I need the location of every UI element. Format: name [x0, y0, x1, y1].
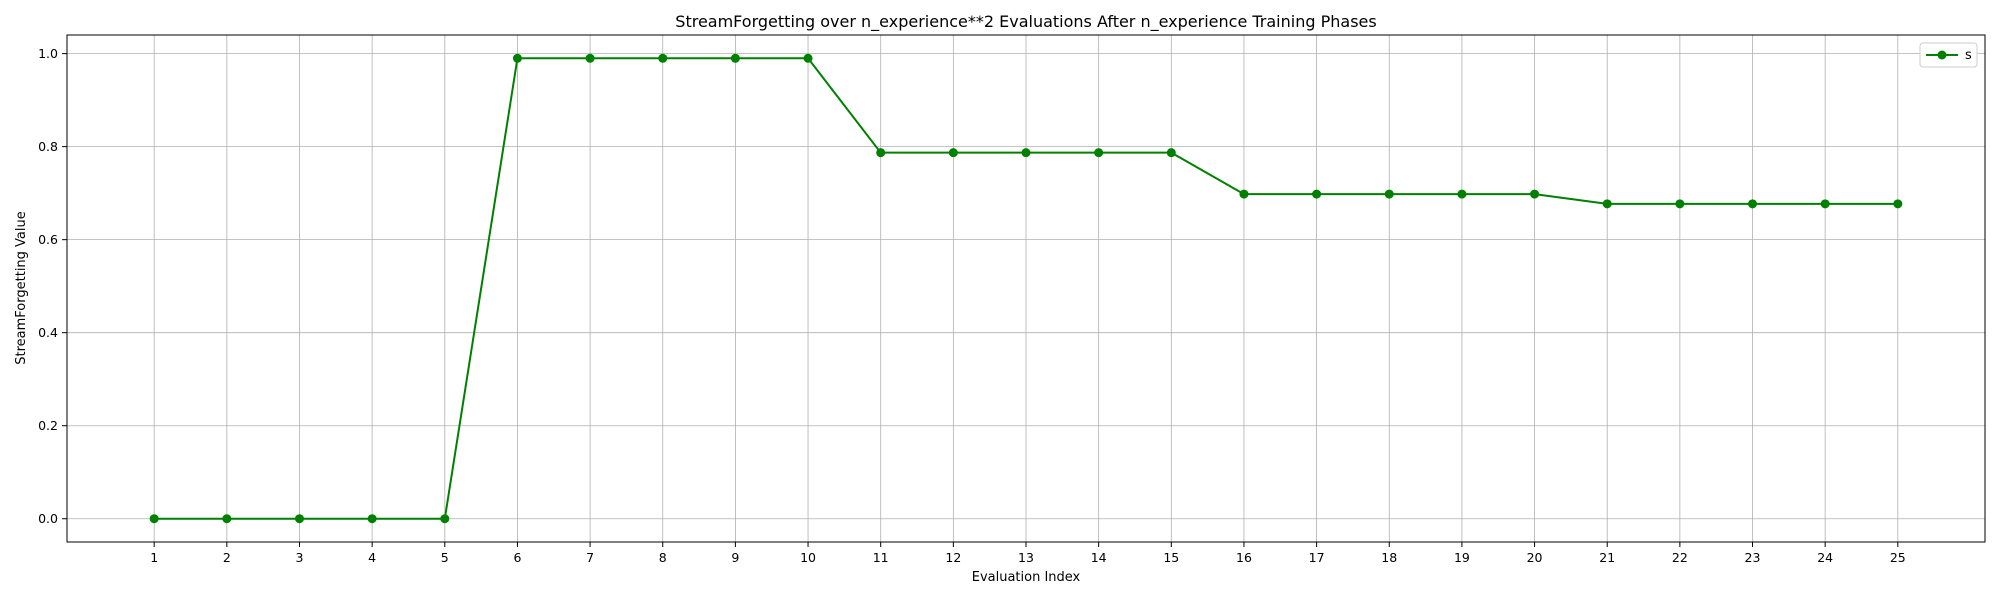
x-tick-label: 15: [1163, 550, 1179, 565]
y-tick-label: 0.2: [38, 418, 58, 433]
data-point: [1312, 189, 1322, 199]
data-point: [1239, 189, 1249, 199]
x-tick-label: 18: [1381, 550, 1397, 565]
x-tick-label: 11: [873, 550, 889, 565]
data-point: [585, 53, 595, 63]
x-tick-label: 22: [1672, 550, 1688, 565]
data-point: [730, 53, 740, 63]
x-tick-label: 6: [513, 550, 521, 565]
data-point: [1457, 189, 1467, 199]
y-axis-label: StreamForgetting Value: [14, 211, 29, 365]
series-layer: [149, 53, 1903, 524]
y-tick-label: 0.4: [38, 325, 58, 340]
data-point: [512, 53, 522, 63]
x-tick-label: 25: [1890, 550, 1906, 565]
legend-marker: [1937, 50, 1947, 60]
x-tick-label: 24: [1817, 550, 1833, 565]
x-tick-label: 7: [586, 550, 594, 565]
x-axis-label: Evaluation Index: [972, 570, 1081, 585]
data-point: [803, 53, 813, 63]
legend-label: s: [1965, 48, 1972, 63]
x-tick-label: 20: [1527, 550, 1543, 565]
x-tick-label: 9: [731, 550, 739, 565]
chart-title: StreamForgetting over n_experience**2 Ev…: [675, 12, 1376, 32]
data-point: [1530, 189, 1540, 199]
x-tick-label: 19: [1454, 550, 1470, 565]
data-point: [1748, 199, 1758, 209]
data-point: [948, 148, 958, 158]
y-axis-ticks: 0.0 0.2 0.4 0.6 0.8 1.0: [38, 46, 67, 526]
x-tick-label: 2: [223, 550, 231, 565]
data-point: [1166, 148, 1176, 158]
y-tick-label: 0.8: [38, 139, 58, 154]
y-tick-label: 0.6: [38, 232, 58, 247]
grid: [67, 35, 1985, 542]
data-point: [1675, 199, 1685, 209]
x-tick-label: 14: [1091, 550, 1107, 565]
x-tick-label: 5: [441, 550, 449, 565]
x-axis-ticks: 1 2 3 4 5 6 7 8 9 10 11 12 13 14 15 16 17 18 19 20 21 22 23 24 2…: [150, 542, 1906, 565]
x-tick-label: 10: [800, 550, 816, 565]
x-tick-label: 16: [1236, 550, 1252, 565]
y-tick-label: 1.0: [38, 46, 58, 61]
data-point: [367, 514, 377, 524]
data-point: [1021, 148, 1031, 158]
x-tick-label: 3: [296, 550, 304, 565]
data-point: [294, 514, 304, 524]
y-tick-label: 0.0: [38, 511, 58, 526]
data-point: [1820, 199, 1830, 209]
data-point: [149, 514, 159, 524]
x-tick-label: 23: [1745, 550, 1761, 565]
x-tick-label: 12: [945, 550, 961, 565]
x-tick-label: 4: [368, 550, 376, 565]
data-point: [440, 514, 450, 524]
data-point: [1384, 189, 1394, 199]
data-point: [1602, 199, 1612, 209]
data-point: [658, 53, 668, 63]
x-tick-label: 8: [659, 550, 667, 565]
data-point: [222, 514, 232, 524]
x-tick-label: 21: [1599, 550, 1615, 565]
data-point: [1094, 148, 1104, 158]
data-point: [1893, 199, 1903, 209]
data-point: [876, 148, 886, 158]
legend: s: [1919, 42, 1978, 68]
x-tick-label: 17: [1309, 550, 1325, 565]
x-tick-label: 1: [150, 550, 158, 565]
x-tick-label: 13: [1018, 550, 1034, 565]
